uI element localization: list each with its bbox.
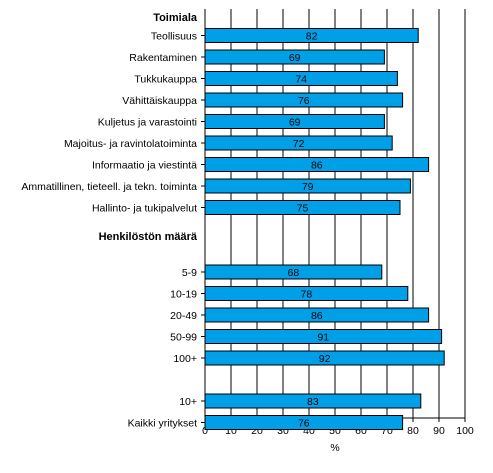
bar	[204, 350, 445, 366]
bar	[204, 135, 393, 151]
data-label: 91	[317, 332, 329, 344]
data-label: 74	[295, 74, 307, 86]
x-tick-label: 30	[277, 425, 289, 437]
x-tick-label: 50	[329, 425, 341, 437]
bar	[204, 92, 404, 108]
category-label: Kaikki yritykset	[128, 418, 198, 430]
data-label: 83	[307, 396, 319, 408]
bar	[204, 71, 398, 86]
x-tick-label: 10	[225, 425, 237, 437]
category-label: Informaatio ja viestintä	[92, 160, 197, 172]
bar	[204, 200, 401, 215]
data-label: 76	[298, 95, 310, 107]
x-tick-label: 90	[433, 425, 445, 437]
category-label: 10+	[179, 396, 197, 408]
data-label: 69	[289, 117, 301, 129]
bar	[204, 415, 404, 430]
category-label: 5-9	[182, 267, 197, 279]
x-tick-label: 40	[303, 425, 315, 437]
bar	[204, 178, 411, 194]
bar	[204, 264, 383, 280]
bar	[204, 393, 422, 409]
category-label: Vähittäiskauppa	[122, 95, 197, 107]
x-tick-label: 80	[407, 425, 419, 437]
x-tick-label: 60	[355, 425, 367, 437]
bar	[204, 307, 430, 323]
bar	[204, 157, 430, 172]
data-label: 69	[289, 52, 301, 64]
data-label: 92	[319, 353, 331, 365]
x-axis-label: %	[330, 442, 339, 454]
data-label: 79	[302, 181, 314, 193]
group-title: Toimiala	[153, 12, 198, 24]
bar	[204, 114, 385, 129]
category-label: Ammatillinen, tieteell. ja tekn. toimint…	[21, 181, 197, 193]
x-tick-label: 0	[202, 425, 208, 437]
category-label: 10-19	[170, 289, 197, 301]
data-label: 86	[311, 160, 323, 172]
data-label: 68	[288, 267, 300, 279]
x-tick-label: 20	[251, 425, 263, 437]
category-label: 20-49	[170, 310, 197, 322]
category-label: Teollisuus	[151, 31, 197, 43]
category-label: Majoitus- ja ravintolatoiminta	[64, 138, 197, 150]
category-label: 100+	[173, 353, 197, 365]
data-label: 78	[301, 289, 313, 301]
bar	[204, 329, 443, 344]
data-label: 76	[298, 418, 310, 430]
x-tick-label: 70	[381, 425, 393, 437]
group-title: Henkilöstön määrä	[99, 231, 198, 243]
bar	[204, 28, 419, 43]
category-label: 50-99	[170, 332, 197, 344]
category-label: Tukkukauppa	[134, 74, 197, 86]
bar	[204, 286, 409, 301]
category-label: Kuljetus ja varastointi	[98, 117, 197, 129]
data-label: 86	[311, 310, 323, 322]
bar	[204, 49, 385, 65]
x-tick-label: 100	[456, 425, 474, 437]
category-label: Hallinto- ja tukipalvelut	[92, 203, 197, 215]
data-label: 72	[293, 138, 305, 150]
category-label: Rakentaminen	[129, 52, 197, 64]
data-label: 75	[297, 203, 309, 215]
data-label: 82	[306, 31, 318, 43]
